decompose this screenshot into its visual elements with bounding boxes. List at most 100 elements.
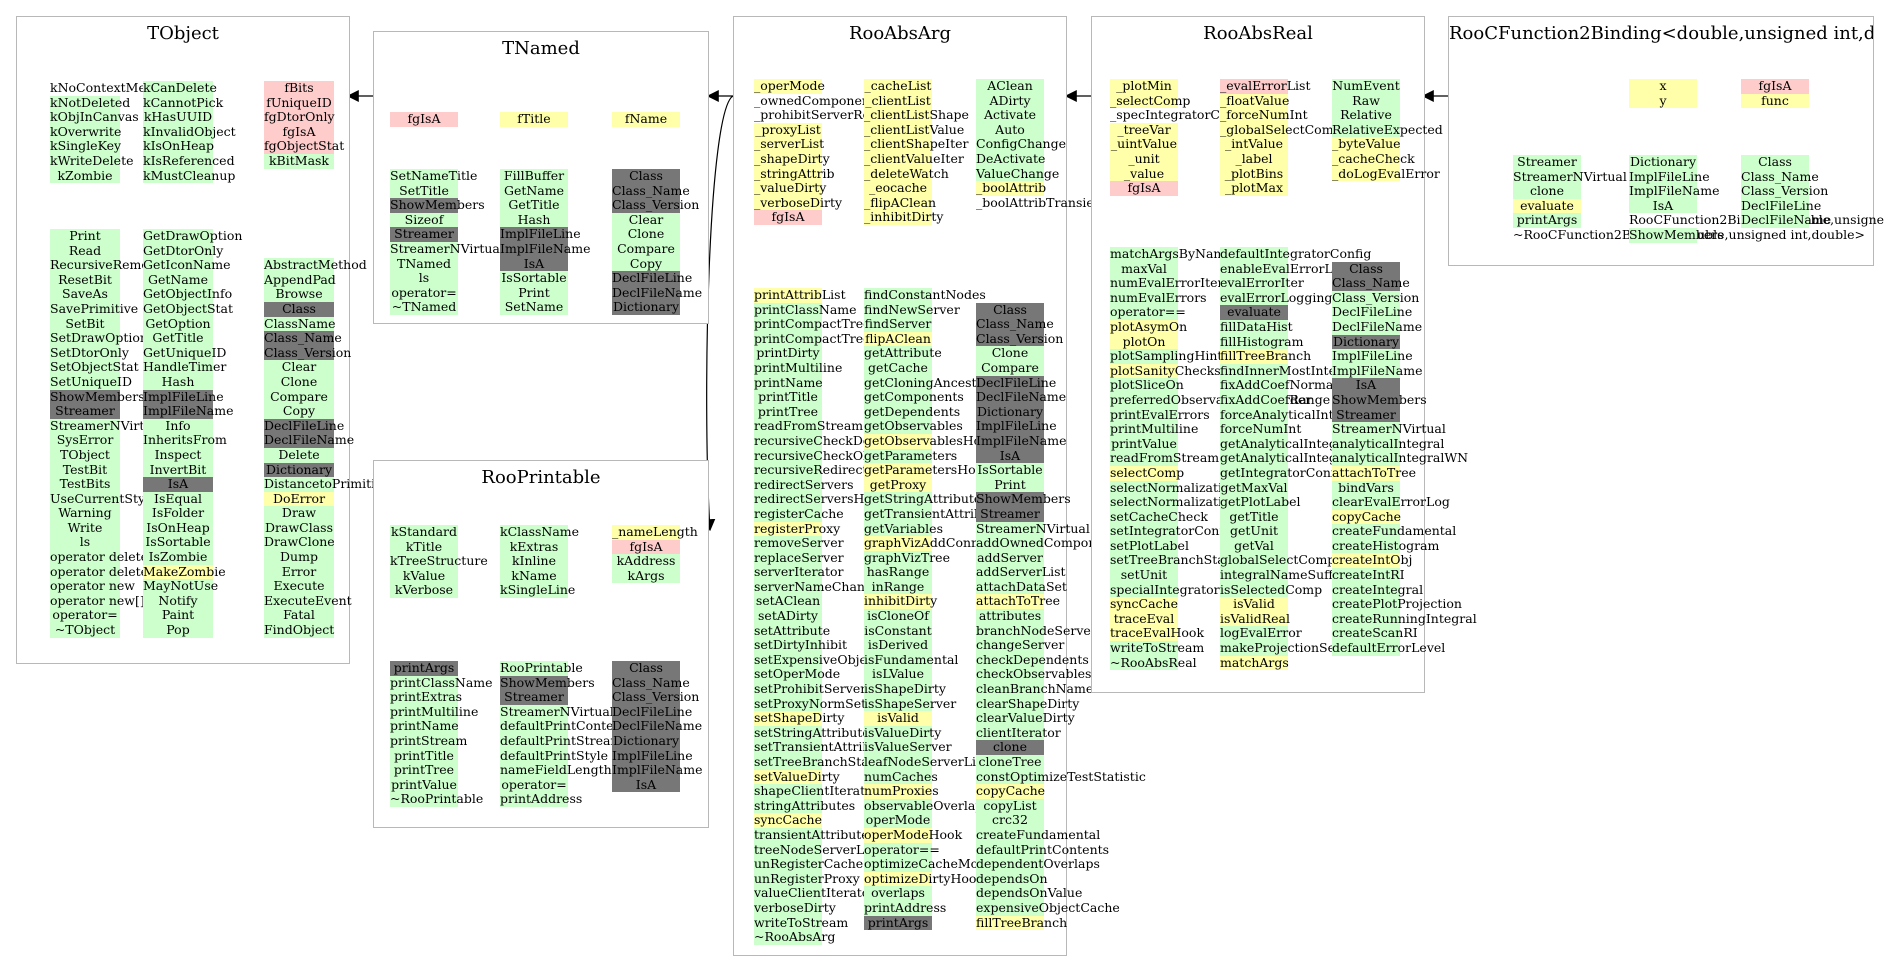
class-member: matchArgsByName [1110,246,1233,262]
class-member: DeclFileName [976,389,1067,405]
class-member: stringAttributes [754,797,856,814]
member-column: fgIsA [390,111,458,127]
class-member: printName [754,374,823,391]
class-member: IsEqual [143,491,213,507]
member-column: DictionaryImplFileLineImplFileNameIsARoo… [1629,154,1884,243]
class-member: RecursiveRemove [50,257,164,273]
class-member: kNoContextMenu [50,80,162,95]
class-member: InheritsFrom [143,432,227,448]
class-member: replaceServer [754,549,844,566]
class-member: NumEvent [1332,78,1400,94]
class-member: kCanDelete [143,80,217,96]
class-member: getVariables [864,520,943,537]
class-member: DrawClass [264,519,334,536]
class-member: setTreeBranchStatus [1110,552,1245,569]
class-member: getVal [1220,538,1288,554]
class-member: printName [390,718,459,734]
class-member: registerCache [754,505,844,522]
class-member: graphVizTree [864,549,950,566]
class-member: GetName [143,272,213,288]
class-member: createFundamental [976,826,1101,843]
class-member: defaultPrintStream [500,732,623,749]
class-member: printMultiline [1110,421,1199,437]
class-member: isDerived [864,638,932,653]
class-member: _byteValue [1332,136,1401,152]
class-member: kInvalidObject [143,123,236,140]
class-title-rooabsreal: RooAbsReal [1203,23,1313,44]
member-column: _evalErrorList _floatValue _forceNumInt _gl… [1220,78,1342,196]
class-member: ShowMembers [1629,226,1724,243]
class-member: DeclFileName [612,718,703,734]
member-column: printArgs printClassName printExtras printM… [390,660,493,807]
class-member: _plotBins [1220,166,1288,182]
class-member: printMultiline [390,703,479,720]
class-member: logEvalError [1220,625,1302,642]
class-member: SetObjectStat [50,359,139,375]
class-member: ClassName [264,315,336,332]
class-member: _specIntegratorConfig [1110,107,1252,123]
class-member: setProhibitServerRedirect [754,681,921,697]
class-member: ~TObject [50,622,120,638]
class-member: readFromStream [1110,450,1220,466]
class-member: kBitMask [264,153,334,169]
class-member: Class [264,301,334,317]
class-member: FindObject [264,622,335,638]
class-member: Class_Version [264,344,352,361]
class-member: fillTreeBranch [976,914,1068,931]
class-member: kStandard [390,524,458,540]
class-member: StreamerNVirtual [50,417,164,434]
class-box-rooabsreal: RooAbsReal _plotMin _selectComp _specInteg… [1091,16,1477,693]
class-member: Class_Version [612,689,700,705]
class-member: InvertBit [143,462,213,478]
class-member: Dictionary [976,403,1044,420]
member-column: NumEvent Raw Relative RelativeExpected _byte… [1332,78,1443,182]
class-member: setADirty [754,608,822,624]
class-member: DeclFileLine [612,703,693,720]
class-member: dependsOnValue [976,885,1083,901]
class-member: DeclFileName [1741,212,1832,228]
class-member: dependentOverlaps [976,856,1100,872]
class-member: DrawClone [264,534,335,551]
class-member: _evalErrorList [1220,78,1311,94]
class-member: bindVars [1332,480,1400,496]
class-member: flipAClean [864,330,932,347]
class-member: registerProxy [754,520,841,537]
class-member: clearValueDirty [976,710,1075,726]
class-member: kHasUUID [143,109,213,125]
class-member: Compare [264,389,334,405]
class-member: hasRange [864,565,932,580]
class-member: Dictionary [1332,333,1400,350]
class-member [1332,247,1400,262]
class-member: Streamer [50,404,120,419]
class-member: GetObjectInfo [143,286,233,302]
class-member: dependsOn [976,870,1048,887]
class-member: fixAddCoefNormalization [1220,377,1380,393]
class-member: specialIntegratorConfig [1110,581,1262,598]
class-member: operModeHook [864,826,963,843]
member-column: fName [612,111,680,127]
class-member: kValue [390,568,458,584]
class-member: createIntRI [1332,567,1405,583]
class-member: printCompactTreeHook [754,330,905,347]
class-member: fName [612,111,680,127]
class-member: printMultiline [754,359,843,376]
class-member: kInline [500,554,568,569]
class-member: Print [500,285,568,301]
member-column: _operMode _ownedComponents _prohibitServer… [754,78,907,225]
class-member: kVerbose [390,583,458,598]
member-column: _cacheList _clientList _clientListShape _cl… [864,78,969,225]
class-member: plotSamplingHint [1110,348,1223,364]
member-column: Class Class_Name Class_Version DeclFileLine… [1741,154,1832,228]
class-member: cloneTree [976,754,1044,770]
member-column: Streamer StreamerNVirtual clone evaluate pri… [1513,154,1865,243]
class-member: getObservables [864,418,963,434]
class-member: Warning [50,506,120,521]
class-member: SetUniqueID [50,373,132,390]
class-member: Class_Name [612,182,690,199]
class-member: _treeVar [1110,122,1178,138]
class-member: isValid [1220,597,1288,612]
class-member: printArgs [390,660,458,676]
class-member: GetObjectStat [143,300,234,317]
member-column: _nameLength fgIsA kAddress kArgs [612,524,698,584]
